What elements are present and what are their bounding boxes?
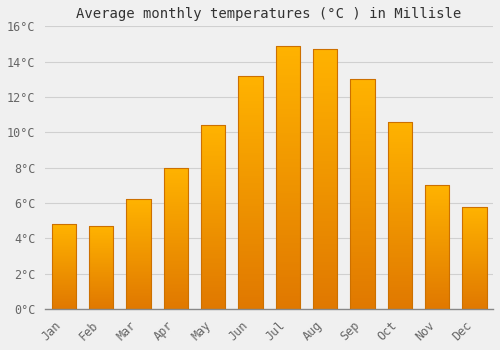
Title: Average monthly temperatures (°C ) in Millisle: Average monthly temperatures (°C ) in Mi… [76,7,462,21]
